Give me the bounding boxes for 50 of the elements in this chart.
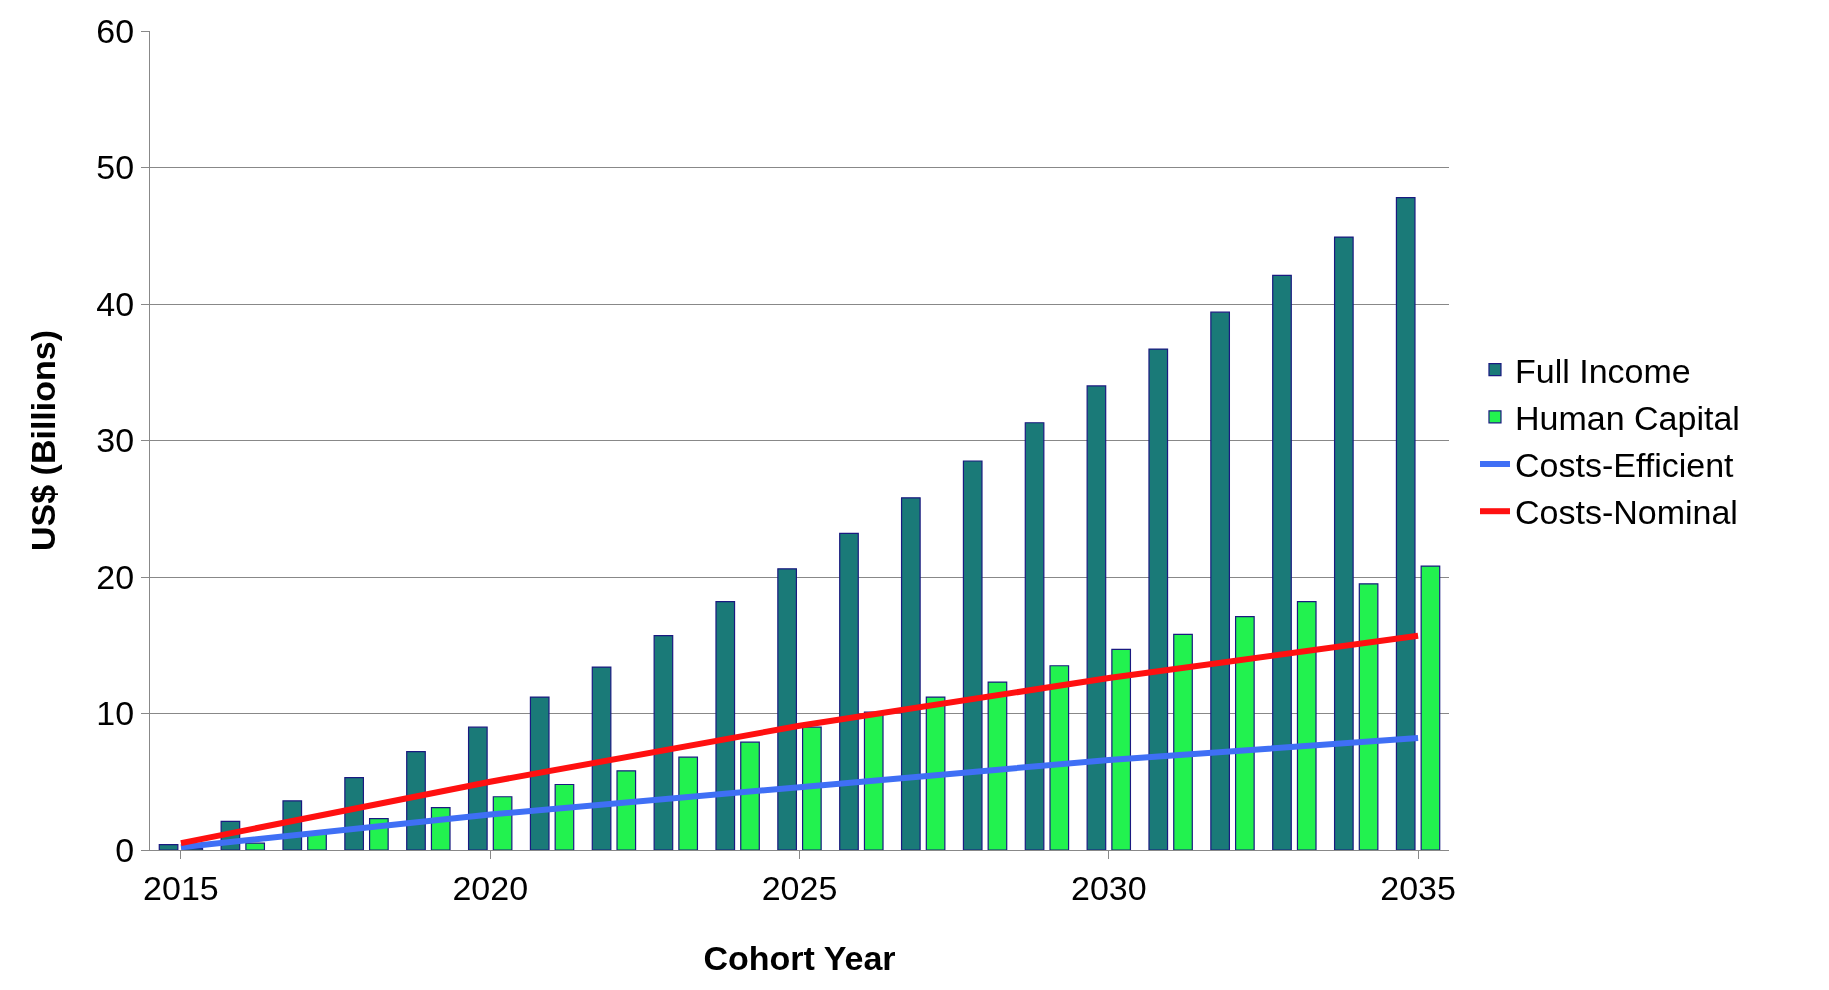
bar <box>777 568 798 850</box>
bar <box>1395 196 1416 850</box>
bar <box>987 681 1008 850</box>
bar <box>245 842 266 850</box>
x-tick-label: 2015 <box>143 868 219 907</box>
y-tick-label: 0 <box>115 830 135 869</box>
bar <box>1272 274 1292 850</box>
bar <box>1086 385 1107 850</box>
legend-label: Full Income <box>1514 351 1691 390</box>
bar <box>839 532 859 850</box>
legend-label: Costs-Efficient <box>1514 446 1735 485</box>
bar <box>801 726 822 850</box>
x-tick-label: 2035 <box>1380 868 1456 907</box>
x-tick-label: 2025 <box>761 868 838 907</box>
bar <box>1333 236 1354 850</box>
bar <box>591 666 612 850</box>
bar <box>529 696 550 850</box>
bar <box>1024 422 1045 850</box>
y-axis-title: US$ (Billions) <box>23 329 62 552</box>
y-tick-label: 20 <box>96 557 135 596</box>
bar <box>467 726 488 850</box>
x-axis-title: Cohort Year <box>703 939 896 978</box>
bar <box>1234 615 1255 850</box>
y-tick-label: 50 <box>96 148 135 187</box>
legend-label: Human Capital <box>1514 399 1740 438</box>
bar <box>740 741 760 850</box>
y-tick-label: 10 <box>96 694 135 733</box>
bar <box>925 696 946 850</box>
y-tick-label: 40 <box>96 284 135 323</box>
bar <box>1210 311 1231 850</box>
bar <box>653 635 674 850</box>
bar <box>1049 665 1070 850</box>
x-tick-label: 2020 <box>452 868 529 907</box>
bar <box>1111 648 1132 850</box>
bar <box>715 600 736 850</box>
x-tick-label: 2030 <box>1070 868 1147 907</box>
bar <box>158 843 179 850</box>
bar <box>1358 583 1379 850</box>
bar <box>863 711 884 850</box>
bar <box>1173 633 1193 850</box>
bar <box>678 756 699 850</box>
bar <box>1296 600 1317 850</box>
bar <box>900 497 921 850</box>
bar <box>616 770 637 850</box>
legend-label: Costs-Nominal <box>1514 493 1738 532</box>
bar <box>1148 348 1169 850</box>
bar <box>1420 565 1441 850</box>
bar <box>962 460 983 850</box>
y-tick-label: 30 <box>96 421 135 460</box>
y-tick-label: 60 <box>96 11 135 50</box>
